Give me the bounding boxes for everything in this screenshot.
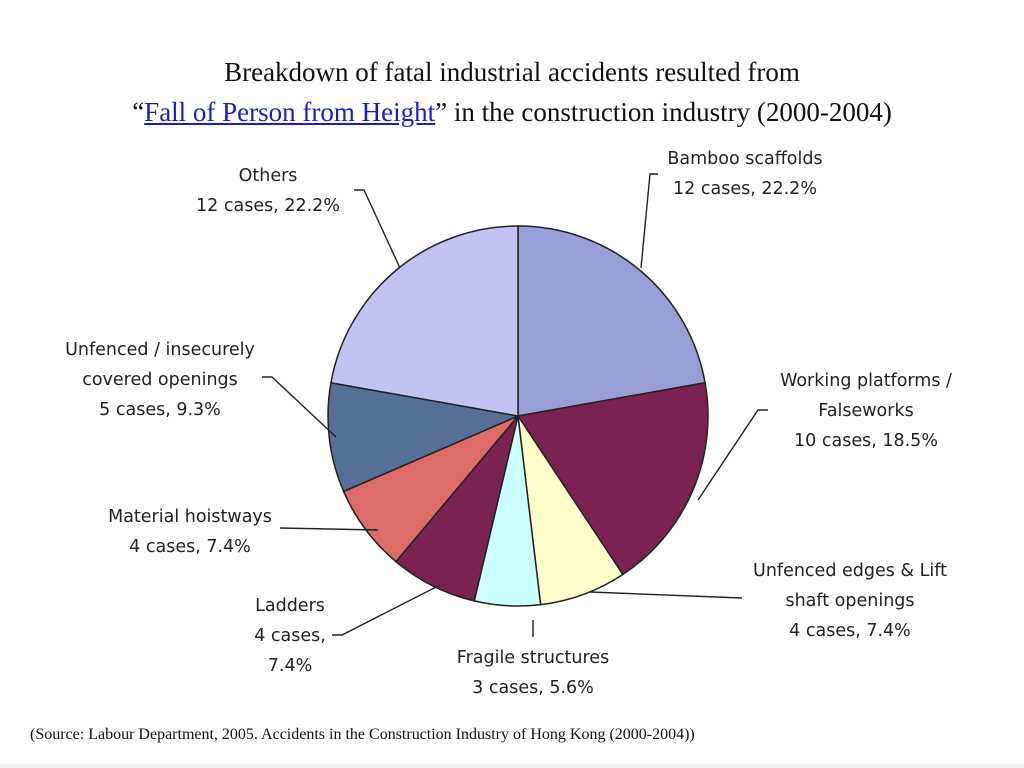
leader-line [640, 173, 658, 269]
leader-line [354, 189, 401, 269]
leader-line [697, 409, 768, 501]
title-line-2: “Fall of Person from Height” in the cons… [0, 92, 1024, 132]
leader-line [262, 376, 337, 438]
slice-label-line: 4 cases, [254, 626, 326, 646]
slice-label-line: 12 cases, 22.2% [673, 179, 817, 199]
pie-slice-bamboo-scaffolds [517, 225, 706, 417]
title-line-2-rest: ” in the construction industry (2000-200… [435, 97, 892, 127]
slice-label-line: 3 cases, 5.6% [472, 678, 594, 698]
leader-lines [262, 173, 768, 637]
slice-label-line: 4 cases, 7.4% [789, 621, 911, 641]
leader-line [279, 527, 379, 531]
slice-label: Material hoistways 4 cases, 7.4% [108, 507, 272, 557]
slice-label-line: Falseworks [818, 401, 913, 421]
slice-label-line: Bamboo scaffolds [667, 149, 822, 169]
slice-label-line: Unfenced / insecurely [65, 340, 255, 360]
slice-label: Unfenced edges & Lift shaft openings 4 cas… [753, 561, 947, 641]
bottom-divider [0, 764, 1024, 768]
slice-label-line: 12 cases, 22.2% [196, 196, 340, 216]
slice-label-line: Others [239, 166, 298, 186]
slice-label-line: 10 cases, 18.5% [794, 431, 938, 451]
pie-slice-working-platforms-falseworks [516, 381, 709, 576]
slice-label-line: shaft openings [785, 591, 914, 611]
slice-label: Unfenced / insecurely covered openings 5 c… [65, 340, 255, 420]
source-note: (Source: Labour Department, 2005. Accide… [30, 726, 695, 743]
slice-label: Others 12 cases, 22.2% [196, 166, 340, 216]
slice-label-line: Ladders [255, 596, 325, 616]
pie-slices [327, 225, 709, 607]
leader-line [332, 584, 441, 636]
slice-label: Ladders 4 cases, 7.4% [254, 596, 326, 676]
slice-label-line: Working platforms / [780, 371, 952, 391]
slice-label: Working platforms / Falseworks 10 cases, 1… [780, 371, 952, 451]
fall-of-person-link[interactable]: Fall of Person from Height [144, 97, 436, 127]
pie-chart: Bamboo scaffolds 12 cases, 22.2% Working p… [65, 149, 952, 698]
slice-label-line: 5 cases, 9.3% [99, 400, 221, 420]
pie-slice-unfenced-insecurely-covered-openings [327, 381, 521, 493]
chart-title: Breakdown of fatal industrial accidents … [0, 52, 1024, 132]
slice-label-line: Fragile structures [457, 648, 609, 668]
title-line-1: Breakdown of fatal industrial accidents … [224, 57, 800, 87]
slice-label-line: 7.4% [268, 656, 312, 676]
slice-label: Fragile structures 3 cases, 5.6% [457, 648, 609, 698]
slice-label-line: covered openings [82, 370, 238, 390]
open-quote: “ [132, 97, 145, 127]
slice-label-line: Material hoistways [108, 507, 272, 527]
slice-label-line: Unfenced edges & Lift [753, 561, 947, 581]
slice-labels: Bamboo scaffolds 12 cases, 22.2% Working p… [65, 149, 952, 698]
slice-label-line: 4 cases, 7.4% [129, 537, 251, 557]
leader-line [589, 591, 743, 599]
slice-label: Bamboo scaffolds 12 cases, 22.2% [667, 149, 822, 199]
pie-slice-others [330, 225, 519, 417]
